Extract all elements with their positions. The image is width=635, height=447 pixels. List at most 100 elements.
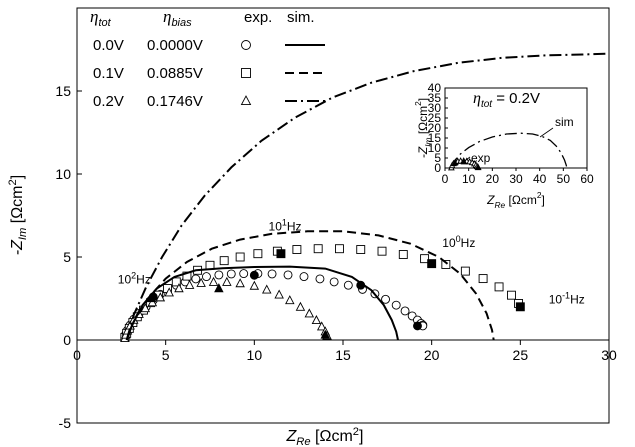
- main-point-circle: [343, 280, 353, 290]
- x-tick-label: 20: [424, 347, 440, 363]
- main-point-filled-square: [276, 249, 286, 259]
- main-point-triangle: [295, 301, 306, 311]
- legend: ηtot ηbias exp. sim. 0.0V 0.0000V 0.1V 0.0885V 0…: [90, 7, 325, 110]
- y-tick-label: 15: [55, 83, 71, 99]
- y-axis-label: -ZIm [Ωcm2]: [7, 175, 29, 255]
- main-point-circle: [315, 274, 325, 284]
- main-point-circle: [400, 306, 410, 316]
- main-point-filled-triangle: [320, 329, 331, 339]
- main-point-square: [478, 274, 488, 284]
- main-markers-filled-triangle: [146, 283, 331, 339]
- main-point-square: [219, 256, 229, 266]
- main-point-square: [420, 254, 430, 264]
- main-line-dashdot: [125, 52, 610, 341]
- inset-y-tick-label: 10: [428, 141, 442, 155]
- frequency-label: 102Hz: [118, 271, 151, 287]
- main-point-triangle: [174, 283, 184, 293]
- main-point-triangle: [285, 295, 295, 305]
- inset-markers-filled-triangle: [451, 157, 482, 170]
- main-point-filled-circle: [249, 270, 259, 280]
- main-point-circle: [283, 270, 293, 280]
- main-point-square: [171, 277, 181, 287]
- frequency-annotations: 101Hz 100Hz 102Hz 10-1Hz: [118, 217, 585, 306]
- y-tick-label: 0: [63, 332, 71, 348]
- main-point-triangle: [235, 278, 245, 288]
- inset-y-tick-label: 15: [428, 131, 442, 145]
- x-axis-label: ZRe [Ωcm2]: [286, 426, 364, 447]
- main-point-square: [292, 245, 302, 254]
- inset-y-tick-label: 25: [428, 111, 442, 125]
- inset-y-tick-label: 35: [428, 91, 442, 105]
- legend-bias: 0.0000V: [147, 37, 203, 54]
- inset-x-tick-label: 50: [557, 172, 571, 186]
- main-point-circle: [299, 272, 309, 282]
- legend-tot: 0.1V: [93, 65, 124, 82]
- inset-y-tick-label: 5: [434, 151, 441, 165]
- inset-line-dashdot: [450, 132, 568, 169]
- x-tick-label: 0: [73, 347, 81, 363]
- inset-y-tick-label: 40: [428, 81, 442, 95]
- legend-marker-square: [241, 68, 251, 78]
- main-point-circle: [267, 269, 277, 279]
- main-markers-filled-square: [276, 249, 525, 312]
- legend-bias: 0.0885V: [147, 65, 203, 82]
- main-series: [120, 52, 610, 342]
- main-point-square: [494, 282, 504, 292]
- legend-header: ηtot: [90, 7, 112, 29]
- legend-header: sim.: [287, 9, 315, 26]
- inset-x-axis-label: ZRe [Ωcm2]: [486, 190, 545, 210]
- frequency-label: 101Hz: [269, 217, 302, 233]
- inset-x-tick-label: 0: [442, 172, 449, 186]
- inset-exp-label: exp: [471, 151, 491, 165]
- inset-sim-leader: [539, 127, 554, 138]
- inset-y-tick-label: 30: [428, 101, 442, 115]
- main-point-square: [313, 244, 323, 254]
- legend-marker-circle: [241, 40, 251, 50]
- x-tick-label: 25: [513, 347, 529, 363]
- main-point-triangle: [304, 308, 315, 318]
- inset-x-tick-label: 30: [509, 172, 523, 186]
- legend-marker-triangle: [240, 95, 252, 106]
- main-point-triangle: [184, 279, 195, 289]
- inset-x-tick-label: 10: [462, 172, 476, 186]
- inset-exp-leader: [461, 156, 471, 164]
- main-point-circle: [202, 272, 211, 282]
- main-point-circle: [214, 270, 224, 280]
- main-point-triangle: [249, 280, 260, 290]
- legend-tot: 0.0V: [93, 37, 124, 54]
- main-point-circle: [329, 277, 339, 287]
- main-point-filled-triangle: [214, 283, 224, 293]
- inset-x-tick-label: 20: [486, 172, 500, 186]
- main-point-circle: [191, 274, 201, 284]
- inset-point-filled-triangle: [474, 163, 482, 170]
- main-point-square: [356, 245, 366, 254]
- inset-y-axis-label: -ZIm [Ωcm2]: [413, 98, 433, 158]
- main-point-filled-square: [427, 259, 437, 269]
- main-point-triangle: [262, 284, 272, 294]
- legend-header: ηbias: [163, 7, 192, 29]
- inset-x-tick-label: 40: [533, 172, 547, 186]
- main-point-filled-circle: [413, 321, 422, 331]
- inset-y-tick-label: 0: [434, 161, 441, 175]
- main-line-dashed: [125, 230, 495, 341]
- y-tick-label: -5: [59, 415, 72, 431]
- y-tick-label: 10: [55, 166, 71, 182]
- main-point-triangle: [311, 315, 322, 325]
- main-point-circle: [226, 269, 236, 279]
- main-point-triangle: [196, 277, 206, 287]
- inset-x-tick-label: 60: [580, 172, 594, 186]
- main-point-circle: [239, 269, 249, 279]
- main-markers-triangle: [120, 276, 332, 342]
- main-point-square: [507, 290, 516, 300]
- legend-bias: 0.1746V: [147, 93, 203, 110]
- main-point-triangle: [155, 292, 166, 302]
- main-point-triangle: [274, 289, 284, 299]
- main-point-circle: [391, 300, 401, 310]
- axis-labels: ZRe [Ωcm2] -ZIm [Ωcm2]: [7, 175, 363, 447]
- main-point-triangle: [316, 321, 327, 331]
- inset-y-tick-label: 20: [428, 121, 442, 135]
- main-point-filled-circle: [356, 280, 366, 290]
- x-tick-label: 5: [162, 347, 170, 363]
